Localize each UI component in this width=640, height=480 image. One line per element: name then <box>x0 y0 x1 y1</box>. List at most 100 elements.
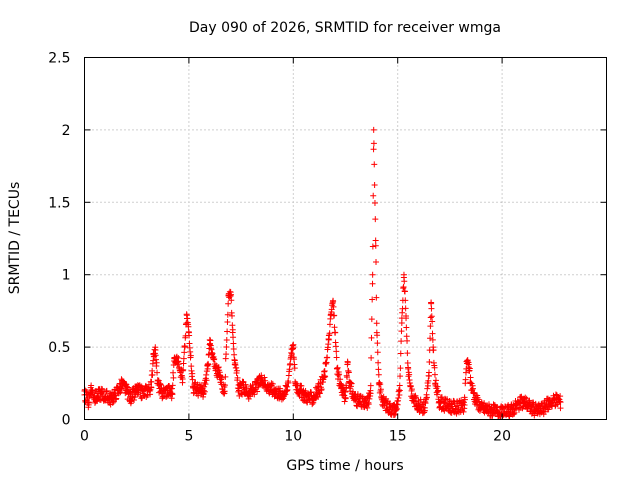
data-point <box>401 278 408 285</box>
data-point <box>462 376 469 383</box>
data-point-anchor <box>363 402 370 409</box>
data-point-anchor <box>114 387 121 394</box>
data-point-anchor <box>190 384 197 391</box>
data-point-anchor <box>246 390 253 397</box>
data-point <box>203 377 210 384</box>
data-point <box>368 316 375 323</box>
data-point-anchor <box>169 390 176 397</box>
data-point <box>371 161 378 168</box>
y-tick-label: 1 <box>62 268 71 284</box>
data-point-anchor <box>432 380 439 387</box>
data-point-anchor <box>85 399 92 406</box>
data-point <box>321 368 328 375</box>
data-point-anchor <box>284 387 291 394</box>
data-point-anchor <box>350 394 357 401</box>
data-point <box>402 297 409 304</box>
data-point <box>131 396 138 403</box>
data-point <box>373 320 380 327</box>
data-point <box>234 374 241 381</box>
data-point <box>375 366 382 373</box>
data-point <box>369 280 376 287</box>
data-point <box>371 199 378 206</box>
data-point-anchor <box>196 387 203 394</box>
data-point <box>370 146 377 153</box>
x-axis-label: GPS time / hours <box>286 458 403 474</box>
data-point <box>330 303 337 310</box>
data-point <box>467 374 474 381</box>
data-point-anchor <box>123 387 130 394</box>
data-point <box>203 371 210 378</box>
data-point-anchor <box>150 351 157 358</box>
data-point-anchor <box>547 399 554 406</box>
data-point-anchor <box>415 402 422 409</box>
data-point-anchor <box>357 399 364 406</box>
data-point-anchor <box>108 396 115 403</box>
y-tick-label: 0.5 <box>48 340 70 356</box>
data-point-anchor <box>367 390 374 397</box>
data-point-anchor <box>426 373 433 380</box>
data-point-anchor <box>327 312 334 319</box>
chart-title: Day 090 of 2026, SRMTID for receiver wmg… <box>189 20 501 36</box>
data-point <box>291 356 298 363</box>
data-point <box>377 381 384 388</box>
data-point <box>426 358 433 365</box>
data-point <box>398 338 405 345</box>
data-point-anchor <box>217 373 224 380</box>
data-point <box>344 374 351 381</box>
data-point-anchor <box>344 358 351 365</box>
data-point <box>181 349 188 356</box>
data-point-anchor <box>152 346 159 353</box>
data-point <box>228 312 235 319</box>
data-point-anchor <box>200 390 207 397</box>
data-point <box>189 370 196 377</box>
data-point-anchor <box>91 394 98 401</box>
data-point <box>285 379 292 386</box>
data-point-anchor <box>471 394 478 401</box>
data-point <box>369 296 376 303</box>
data-point <box>331 324 338 331</box>
data-point <box>460 399 467 406</box>
y-tick-label: 2 <box>62 123 71 139</box>
data-point-anchor <box>288 349 295 356</box>
data-point <box>364 404 371 411</box>
data-point-anchor <box>342 394 349 401</box>
data-point-anchor <box>465 361 472 368</box>
data-point <box>324 354 331 361</box>
data-point <box>247 393 254 400</box>
data-point <box>429 318 436 325</box>
data-point <box>185 323 192 330</box>
data-point-anchor <box>119 381 126 388</box>
data-point-anchor <box>252 384 259 391</box>
data-point-anchor <box>171 355 178 362</box>
data-point-anchor <box>557 399 564 406</box>
data-point <box>431 371 438 378</box>
data-point <box>431 364 438 371</box>
data-point <box>310 399 317 406</box>
x-tick-label: 20 <box>493 429 511 445</box>
data-point <box>189 376 196 383</box>
x-tick-labels: 0 5 10 15 20 <box>80 429 511 445</box>
data-point <box>481 400 488 407</box>
x-tick-label: 10 <box>284 429 302 445</box>
data-point <box>170 374 177 381</box>
data-point <box>233 367 240 374</box>
data-point <box>466 365 473 372</box>
data-point <box>334 364 341 371</box>
data-point-anchor <box>296 387 303 394</box>
data-point-anchor <box>478 404 485 411</box>
data-point <box>429 330 436 337</box>
data-point <box>397 350 404 357</box>
data-point-anchor <box>528 404 535 411</box>
data-point-anchor <box>221 390 228 397</box>
data-point <box>425 377 432 384</box>
data-point <box>375 371 382 378</box>
data-point <box>369 243 376 250</box>
data-point <box>513 405 520 412</box>
y-tick-label: 0 <box>62 413 71 429</box>
data-point-anchor <box>380 399 387 406</box>
data-point-anchor <box>231 361 238 368</box>
data-point <box>370 192 377 199</box>
data-point <box>170 369 177 376</box>
data-point <box>291 365 298 372</box>
